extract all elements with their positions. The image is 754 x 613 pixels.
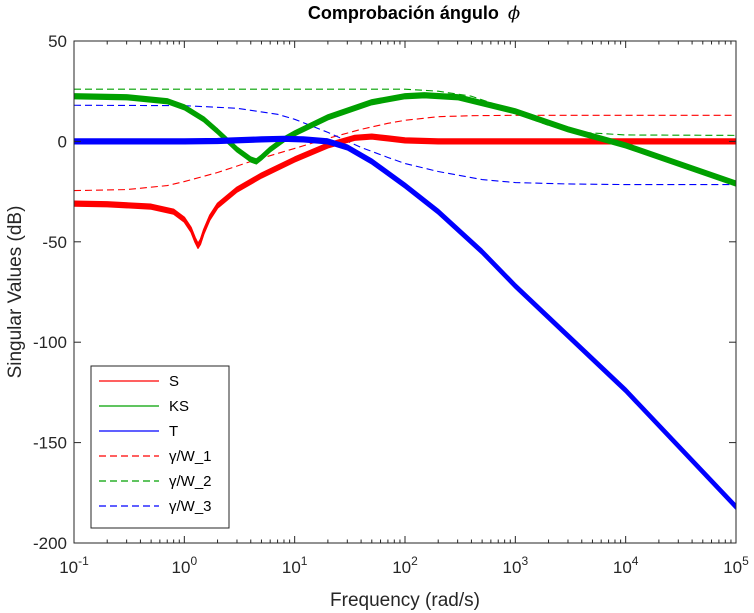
series-6 (73, 104, 736, 186)
series-1 (73, 133, 736, 249)
x-tick-base: 10 (723, 558, 742, 577)
x-tick-exponent: -1 (78, 554, 89, 568)
x-axis: 10-1 100 101 102 103 104 105 (59, 41, 749, 577)
series-line (73, 138, 736, 249)
x-tick-label: 10-1 (59, 554, 89, 577)
legend-label: T (169, 423, 178, 440)
series-line (73, 114, 736, 192)
legend-label: S (169, 373, 179, 390)
series-line (73, 104, 736, 186)
x-tick-base: 10 (613, 558, 632, 577)
series-line (74, 140, 737, 510)
x-tick-base: 10 (59, 558, 78, 577)
plot-curves (73, 88, 737, 510)
series-4 (73, 114, 736, 192)
x-tick-base: 10 (503, 558, 522, 577)
legend-label: KS (169, 398, 189, 415)
y-tick-label: 0 (58, 132, 67, 151)
chart-title: Comprobación ángulo ϕ (308, 3, 520, 24)
x-axis-label: Frequency (rad/s) (330, 590, 480, 611)
series-5 (74, 88, 737, 136)
legend-box (90, 365, 230, 529)
y-axis: 50 0 -50 -100 -150 -200 (33, 32, 736, 553)
y-tick-label: -100 (33, 333, 67, 352)
chart-title-text: Comprobación ángulo (308, 3, 499, 23)
legend-label: γ/W_2 (169, 473, 212, 490)
legend-label: γ/W_3 (169, 498, 212, 515)
y-axis-label: Singular Values (dB) (5, 206, 26, 379)
legend-label: γ/W_1 (169, 448, 212, 465)
x-tick-label: 104 (613, 554, 639, 577)
legend: S KS Tγ/W_1 γ/W_2 γ/W_3 (90, 365, 230, 529)
y-tick-label: -150 (33, 434, 67, 453)
x-tick-exponent: 1 (301, 554, 308, 568)
x-tick-base: 10 (392, 558, 411, 577)
x-tick-base: 10 (172, 558, 191, 577)
x-tick-label: 100 (172, 554, 198, 577)
x-tick-label: 103 (503, 554, 529, 577)
x-tick-label: 105 (723, 554, 749, 577)
series-line (73, 96, 737, 187)
x-tick-base: 10 (282, 558, 301, 577)
chart-title-symbol: ϕ (508, 3, 520, 24)
y-tick-label: 50 (48, 32, 67, 51)
series-line (74, 88, 737, 136)
x-tick-exponent: 4 (632, 554, 639, 568)
x-tick-exponent: 5 (742, 554, 749, 568)
series-3 (74, 135, 737, 510)
x-tick-label: 101 (282, 554, 308, 577)
x-tick-exponent: 2 (411, 554, 418, 568)
y-tick-label: -200 (33, 534, 67, 553)
x-tick-label: 102 (392, 554, 418, 577)
y-tick-label: -50 (42, 233, 67, 252)
x-tick-exponent: 3 (521, 554, 528, 568)
x-tick-exponent: 0 (190, 554, 197, 568)
